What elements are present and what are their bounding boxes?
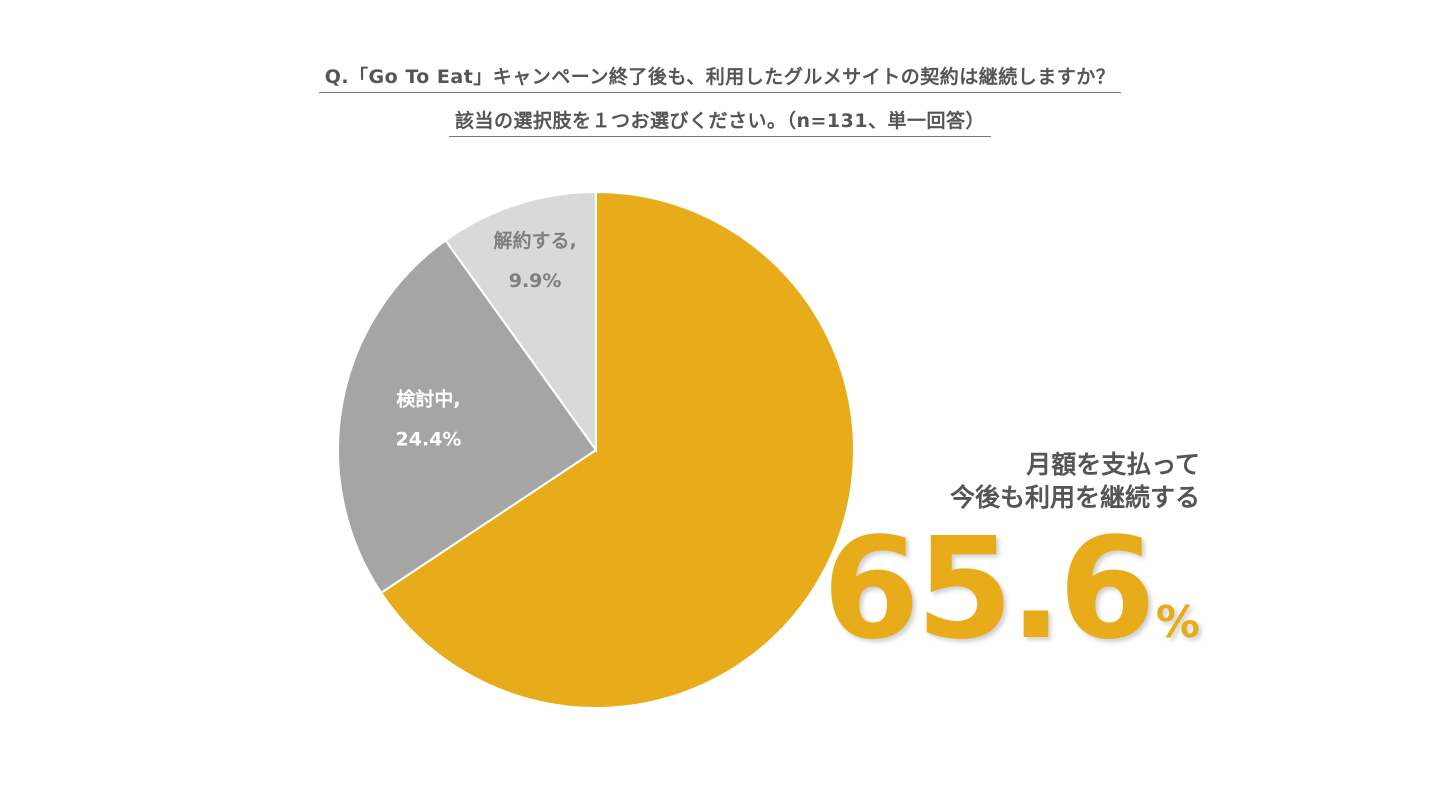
callout-label-line-1: 月額を支払って <box>1026 450 1200 479</box>
pie-slice-continue <box>379 190 855 709</box>
pie-slice-cancel <box>444 190 597 454</box>
chart-title-line-1: Q.「Go To Eat」キャンペーン終了後も、利用したグルメサイトの契約は継続… <box>0 62 1440 93</box>
pie-label-considering-name: 検討中, <box>396 387 460 410</box>
pie-labels: 検討中, 24.4% 解約する, 9.9% <box>396 229 577 451</box>
callout-value-unit: % <box>1155 597 1200 648</box>
pie-label-cancel-name: 解約する, <box>493 229 576 252</box>
pie-label-considering-value: 24.4% <box>396 428 462 450</box>
chart-title-text-2: 該当の選択肢を１つお選びください。（n=131、単一回答） <box>448 106 992 137</box>
pie-label-cancel-value: 9.9% <box>509 270 562 292</box>
callout-value: 65.6% <box>822 520 1200 660</box>
pie-slice-considering <box>337 239 598 595</box>
callout-value-number: 65.6 <box>822 508 1155 671</box>
pie-slices <box>337 190 855 709</box>
chart-title-text-1: Q.「Go To Eat」キャンペーン終了後も、利用したグルメサイトの契約は継続… <box>318 62 1122 93</box>
callout-label-line-2: 今後も利用を継続する <box>949 483 1200 512</box>
chart-title-line-2: 該当の選択肢を１つお選びください。（n=131、単一回答） <box>0 106 1440 137</box>
